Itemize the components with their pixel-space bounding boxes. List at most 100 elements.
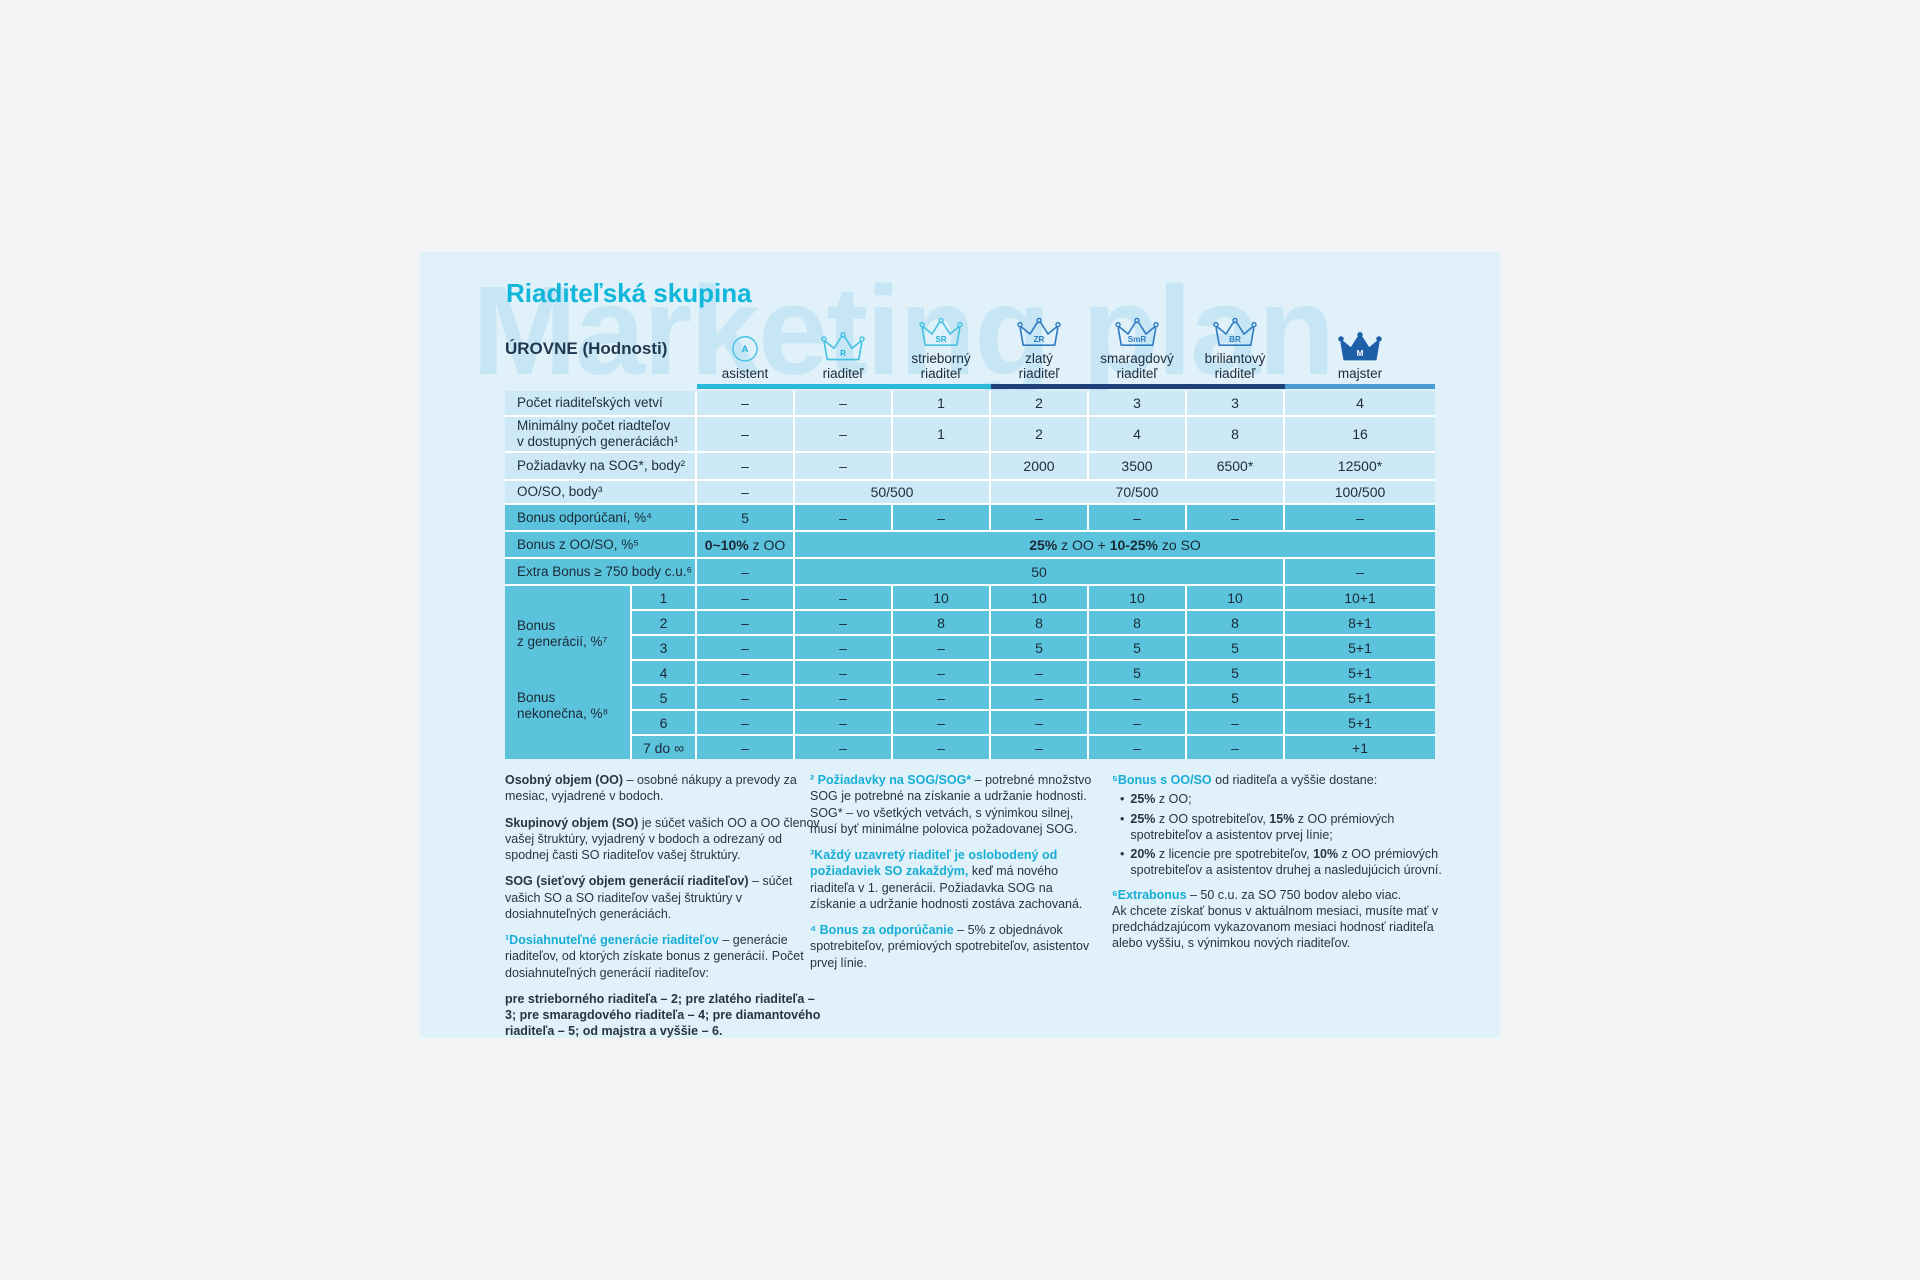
value-cell: –	[697, 611, 793, 634]
value-cell: –	[795, 391, 891, 415]
footnote-paragraph: Osobný objem (OO) – osobné nákupy a prev…	[505, 773, 797, 804]
footnote-bullet-item: • 25% z OO spotrebiteľov, 15% z OO prémi…	[1120, 811, 1395, 842]
generation-row: 6 – – – – – – 5+1	[632, 711, 1435, 734]
value-cell: 8	[893, 611, 989, 634]
footnote-paragraph: SOG (sieťový objem generácií riaditeľov)…	[505, 874, 793, 921]
value-cell: –	[697, 391, 793, 415]
generation-rows: 1 – – 10 10 10 10 10+1 2 – – 8	[632, 586, 1435, 759]
crown-icon: R	[821, 332, 865, 361]
value-cell: –	[991, 686, 1087, 709]
value-cell: 5	[1187, 636, 1283, 659]
value-cell: –	[991, 711, 1087, 734]
value-cell: 3	[1187, 391, 1283, 415]
column-header-majster: M majster	[1285, 316, 1435, 382]
value-cell: 10	[991, 586, 1087, 609]
row-label: Požiadavky na SOG*, body²	[505, 453, 695, 479]
footnote-bullet-item: • 25% z OO;	[1120, 792, 1192, 807]
crown-filled-icon: M	[1338, 332, 1382, 361]
table-row-sog-requirements: Požiadavky na SOG*, body² – – 2000 3500 …	[505, 453, 1435, 479]
value-cell: 5	[1187, 686, 1283, 709]
value-cell: –	[893, 661, 989, 684]
value-cell: 10	[893, 586, 989, 609]
footnote-column-2: ² Požiadavky na SOG/SOG* – potrebné množ…	[810, 772, 1100, 981]
footnote-paragraph: ⁴ Bonus za odporúčanie – 5% z objednávok…	[810, 923, 1090, 970]
column-header-riaditel: R riaditeľ	[795, 316, 891, 382]
value-cell: 100/500	[1285, 481, 1435, 503]
value-cell: 1	[893, 417, 989, 451]
value-cell: 5	[1089, 636, 1185, 659]
generation-bonus-block: Bonus z generácií, %⁷ Bonus nekonečna, %…	[505, 586, 1435, 759]
value-cell-span: 50/500	[795, 481, 989, 503]
generation-number-cell: 5	[632, 686, 695, 709]
bullet-dot: •	[1120, 792, 1125, 807]
svg-text:SmR: SmR	[1128, 335, 1147, 344]
value-cell: 2	[991, 417, 1087, 451]
value-cell: –	[991, 505, 1087, 530]
value-cell: –	[697, 661, 793, 684]
generation-row: 5 – – – – – 5 5+1	[632, 686, 1435, 709]
value-cell: 5+1	[1285, 686, 1435, 709]
table-row-oo-so-bonus: Bonus z OO/SO, %⁵ 0~10% z OO 25% z OO + …	[505, 532, 1435, 557]
value-cell: 4	[1285, 391, 1435, 415]
rank-name: asistent	[721, 366, 769, 382]
row-label: Počet riaditeľských vetví	[505, 391, 695, 415]
footnote-paragraph: ³Každý uzavretý riaditeľ je oslobodený o…	[810, 848, 1083, 911]
value-cell-span: 25% z OO + 10-25% zo SO	[795, 532, 1435, 557]
value-cell: 0~10% z OO	[697, 532, 793, 557]
generation-number-cell: 3	[632, 636, 695, 659]
value-cell: –	[1187, 736, 1283, 759]
row-label: Bonus odporúčaní, %⁴	[505, 505, 695, 530]
value-cell: 8	[1187, 417, 1283, 451]
rank-name: briliantový riaditeľ	[1204, 351, 1266, 382]
value-cell: 4	[1089, 417, 1185, 451]
value-cell: –	[697, 636, 793, 659]
footnote-paragraph: pre strieborného riaditeľa – 2; pre zlat…	[505, 991, 821, 1038]
value-cell: 3	[1089, 391, 1185, 415]
value-cell: –	[795, 661, 891, 684]
footnote-paragraph: Skupinový objem (SO) je súčet vašich OO …	[505, 815, 820, 863]
value-cell: –	[697, 417, 793, 451]
value-cell: –	[893, 636, 989, 659]
value-cell: 10	[1089, 586, 1185, 609]
value-cell: 5	[991, 636, 1087, 659]
generation-row: 1 – – 10 10 10 10 10+1	[632, 586, 1435, 609]
value-cell: 1	[893, 391, 989, 415]
value-cell: 2000	[991, 453, 1087, 479]
value-cell: 5+1	[1285, 711, 1435, 734]
tier-underline-blue	[1285, 384, 1435, 389]
value-cell-span: 50	[795, 559, 1283, 584]
value-cell: –	[795, 611, 891, 634]
rank-name: smaragdový riaditeľ	[1100, 351, 1174, 382]
value-cell: –	[1285, 505, 1435, 530]
footnote-paragraph: ² Požiadavky na SOG/SOG* – potrebné množ…	[810, 773, 1092, 836]
value-cell: 5	[1187, 661, 1283, 684]
value-cell: –	[1089, 736, 1185, 759]
value-cell: –	[1285, 559, 1435, 584]
value-cell: 2	[991, 391, 1087, 415]
value-cell: –	[1187, 711, 1283, 734]
footnote-bullet-item: • 20% z licencie pre spotrebiteľov, 10% …	[1120, 847, 1442, 878]
value-cell: –	[697, 711, 793, 734]
value-cell: –	[893, 505, 989, 530]
column-header-zlaty-riaditel: ZR zlatý riaditeľ	[991, 316, 1087, 382]
page-title: Riaditeľská skupina	[506, 278, 752, 308]
column-header-briliantovy-riaditel: BR briliantový riaditeľ	[1187, 316, 1283, 382]
value-cell: –	[893, 711, 989, 734]
generation-number-cell: 4	[632, 661, 695, 684]
value-cell: 3500	[1089, 453, 1185, 479]
value-cell: –	[1089, 686, 1185, 709]
value-cell: 16	[1285, 417, 1435, 451]
table-row-min-directors: Minimálny počet riadteľov v dostupných g…	[505, 417, 1435, 451]
rank-name: zlatý riaditeľ	[1018, 351, 1060, 382]
value-cell: –	[1187, 505, 1283, 530]
footnote-paragraph: ¹Dosiahnuteľné generácie riaditeľov – ge…	[505, 933, 804, 980]
rank-name: strieborný riaditeľ	[911, 351, 971, 382]
svg-text:SR: SR	[935, 335, 946, 344]
bullet-dot: •	[1120, 847, 1125, 861]
value-cell: –	[697, 586, 793, 609]
levels-heading: ÚROVNE (Hodnosti)	[505, 339, 668, 358]
tier-underline-navy	[991, 384, 1285, 389]
value-cell: 8	[991, 611, 1087, 634]
value-cell: –	[795, 686, 891, 709]
